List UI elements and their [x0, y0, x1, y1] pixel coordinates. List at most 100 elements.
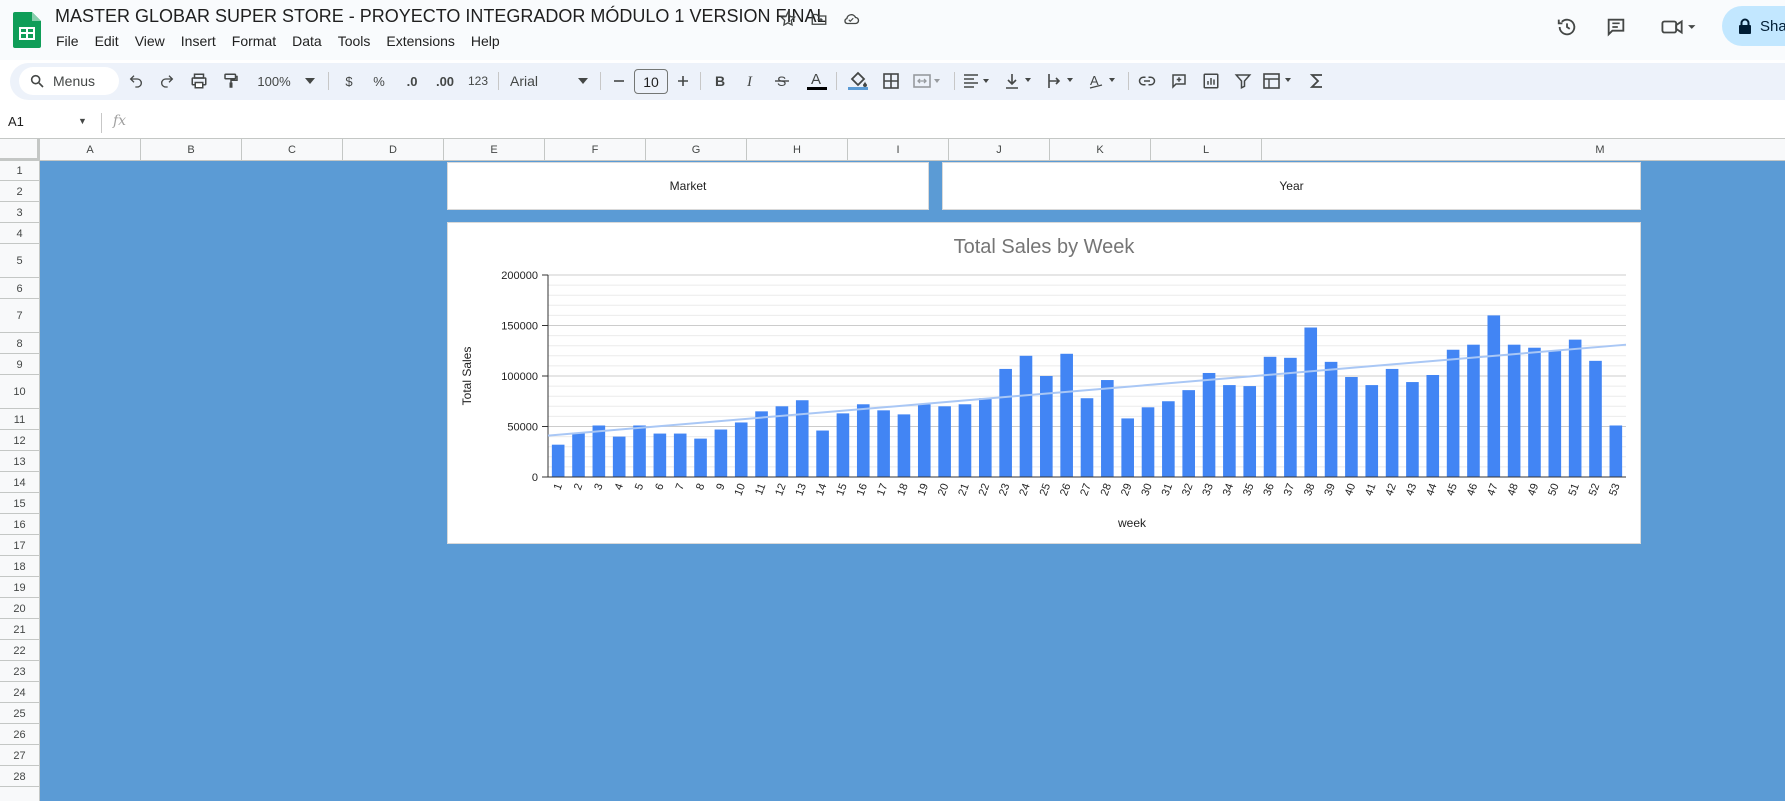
font-caret-icon[interactable] [576, 68, 590, 94]
strikethrough-icon[interactable]: S [772, 68, 792, 94]
row-header[interactable]: 18 [0, 557, 39, 577]
column-header-h[interactable]: H [747, 139, 848, 161]
horizontal-align-icon[interactable] [962, 68, 994, 94]
borders-icon[interactable] [880, 68, 902, 94]
row-header[interactable]: 5 [0, 245, 39, 278]
column-header-c[interactable]: C [242, 139, 343, 161]
row-header[interactable]: 10 [0, 376, 39, 409]
row-header[interactable]: 24 [0, 683, 39, 703]
merge-cells-icon[interactable] [912, 68, 942, 94]
name-box[interactable]: A1 [8, 114, 24, 129]
increase-decimal-button[interactable]: .00 [435, 73, 455, 89]
menu-insert[interactable]: Insert [180, 33, 216, 49]
functions-icon[interactable] [1306, 68, 1328, 94]
column-header-i[interactable]: I [848, 139, 949, 161]
row-header[interactable]: 27 [0, 746, 39, 766]
row-header[interactable]: 4 [0, 224, 39, 244]
search-menus-input[interactable]: Menus [19, 67, 119, 95]
row-header[interactable]: 9 [0, 355, 39, 375]
print-icon[interactable] [188, 68, 210, 94]
currency-format-button[interactable]: $ [345, 73, 353, 89]
column-header-f[interactable]: F [545, 139, 646, 161]
number-format-button[interactable]: 123 [467, 74, 489, 88]
column-header-g[interactable]: G [646, 139, 747, 161]
x-tick-label: 19 [916, 482, 931, 498]
move-folder-icon[interactable] [808, 8, 830, 30]
text-wrapping-icon[interactable] [1046, 68, 1078, 94]
filter-views-icon[interactable] [1262, 68, 1296, 94]
row-header[interactable]: 15 [0, 494, 39, 514]
row-header[interactable]: 13 [0, 452, 39, 472]
row-header[interactable]: 6 [0, 279, 39, 299]
text-color-icon[interactable]: A [805, 68, 829, 94]
zoom-select[interactable]: 100% [257, 73, 291, 89]
menu-view[interactable]: View [134, 33, 165, 49]
sales-chart[interactable]: Total Sales by Week 0 50000 100000 150000 200… [447, 222, 1641, 544]
insert-link-icon[interactable] [1136, 68, 1158, 94]
increase-font-size-icon[interactable] [674, 68, 692, 94]
share-button[interactable]: Sha [1722, 6, 1785, 46]
column-header-d[interactable]: D [343, 139, 444, 161]
row-header[interactable]: 2 [0, 182, 39, 202]
row-header[interactable]: 17 [0, 536, 39, 556]
redo-icon[interactable] [157, 68, 177, 94]
italic-icon[interactable]: I [741, 68, 761, 94]
menu-edit[interactable]: Edit [94, 33, 119, 49]
fill-color-icon[interactable] [846, 68, 870, 94]
insert-comment-icon[interactable] [1168, 68, 1190, 94]
star-icon[interactable] [777, 8, 799, 30]
zoom-caret-icon[interactable] [302, 68, 318, 94]
percent-format-button[interactable]: % [373, 73, 385, 89]
column-header-k[interactable]: K [1050, 139, 1151, 161]
column-header-a[interactable]: A [40, 139, 141, 161]
row-header[interactable]: 20 [0, 599, 39, 619]
row-header[interactable]: 1 [0, 161, 39, 181]
decrease-font-size-icon[interactable] [610, 68, 628, 94]
row-header[interactable]: 16 [0, 515, 39, 535]
document-title[interactable]: MASTER GLOBAR SUPER STORE - PROYECTO INT… [55, 6, 827, 26]
column-header-l[interactable]: L [1151, 139, 1262, 161]
row-header[interactable]: 26 [0, 725, 39, 745]
menu-extensions[interactable]: Extensions [386, 33, 455, 49]
row-header[interactable]: 28 [0, 767, 39, 787]
font-size-input[interactable]: 10 [634, 69, 668, 94]
column-header-m[interactable]: M [1595, 144, 1605, 156]
text-rotation-icon[interactable]: A [1088, 68, 1120, 94]
sheets-logo-icon[interactable] [13, 12, 41, 48]
bold-icon[interactable]: B [710, 68, 730, 94]
market-slicer[interactable]: Market [447, 162, 929, 210]
row-header[interactable]: 22 [0, 641, 39, 661]
font-family-select[interactable]: Arial [510, 73, 539, 89]
column-header-e[interactable]: E [444, 139, 545, 161]
row-header[interactable]: 14 [0, 473, 39, 493]
row-header[interactable]: 3 [0, 203, 39, 223]
row-header[interactable]: 23 [0, 662, 39, 682]
cloud-saved-icon[interactable] [840, 8, 862, 30]
name-box-caret-icon[interactable]: ▼ [78, 116, 87, 126]
row-header[interactable]: 21 [0, 620, 39, 640]
row-header[interactable]: 8 [0, 334, 39, 354]
filter-icon[interactable] [1232, 68, 1254, 94]
menu-help[interactable]: Help [470, 33, 500, 49]
undo-icon[interactable] [126, 68, 146, 94]
insert-chart-icon[interactable] [1200, 68, 1222, 94]
comments-icon[interactable] [1601, 12, 1631, 42]
column-header-j[interactable]: J [949, 139, 1050, 161]
column-header-b[interactable]: B [141, 139, 242, 161]
decrease-decimal-button[interactable]: .0 [406, 73, 418, 89]
year-slicer[interactable]: Year [942, 162, 1641, 210]
menu-tools[interactable]: Tools [337, 33, 371, 49]
row-header[interactable]: 19 [0, 578, 39, 598]
meet-icon[interactable] [1656, 12, 1700, 42]
menu-data[interactable]: Data [292, 33, 322, 49]
menu-format[interactable]: Format [231, 33, 277, 49]
row-header[interactable]: 7 [0, 300, 39, 333]
select-all-corner[interactable] [0, 139, 40, 161]
vertical-align-icon[interactable] [1004, 68, 1036, 94]
version-history-icon[interactable] [1552, 12, 1582, 42]
row-header[interactable]: 12 [0, 431, 39, 451]
row-header[interactable]: 11 [0, 410, 39, 430]
paint-format-icon[interactable] [220, 68, 242, 94]
row-header[interactable]: 25 [0, 704, 39, 724]
menu-file[interactable]: File [56, 33, 79, 49]
